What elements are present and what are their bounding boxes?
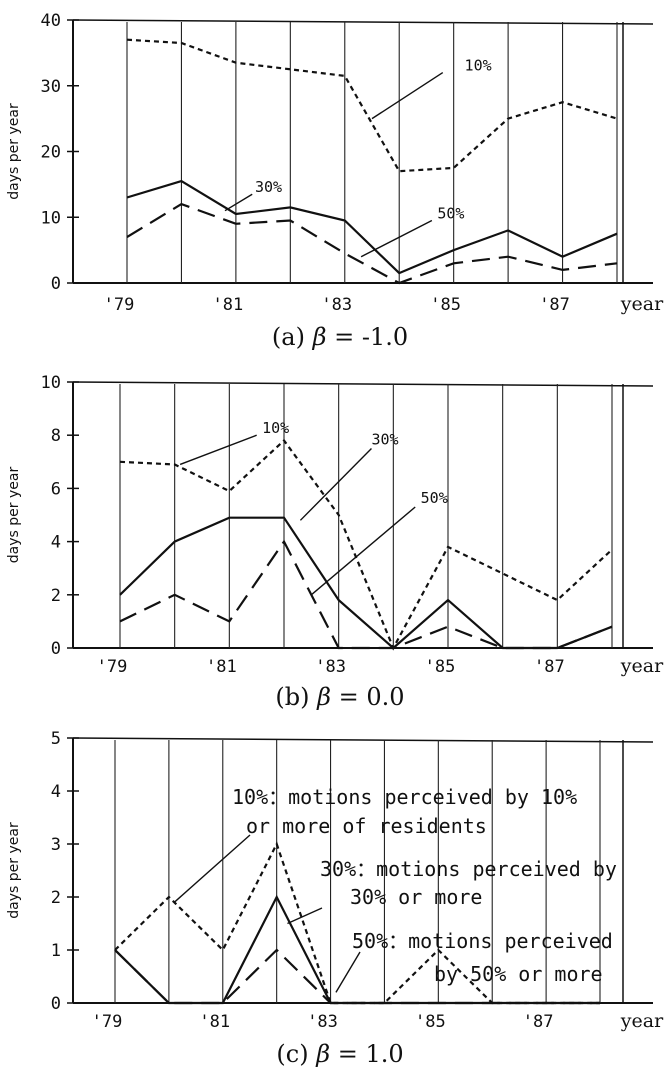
annotation-leader [224,193,253,212]
legend-line: 10%：motions perceived by 10% [232,785,577,809]
y-tick-label: 0 [51,639,61,659]
caption-space [326,323,334,351]
x-tick-label: '87 [539,295,570,315]
caption-beta: β [312,323,327,351]
chart-panel-c: 0 1 2 3 4 5 days per year '79 '81 '83 '85 '87 year (c… [6,729,664,1068]
legend-line: 50%：motions perceived [352,929,613,953]
caption-beta: β [316,683,331,711]
legend-line: by 50% or more [434,962,603,986]
caption-value: = 0.0 [339,683,405,711]
x-tick-label: '79 [97,657,128,677]
y-tick-label: 0 [51,274,61,294]
top-border [72,381,654,387]
y-axis-label: days per year [6,103,22,200]
series-line-50pct [126,202,618,285]
series-line-50pct [114,948,600,1005]
chart-caption: (a) β = -1.0 [272,323,408,351]
x-tick-label: '85 [425,657,456,677]
legend-line: 30%：motions perceived by [320,857,617,881]
caption-value: = -1.0 [334,323,408,351]
x-tick-label: '81 [213,295,244,315]
caption-space [330,1040,338,1068]
legend-line: 30% or more [350,885,482,909]
y-tick-label: 4 [51,533,61,553]
x-tick-label: '85 [430,295,461,315]
caption-prefix: (c) [276,1040,316,1068]
y-axis-label: days per year [6,822,22,919]
y-tick-label: 0 [51,994,61,1014]
series-label: 50% [437,205,464,223]
y-tick-label: 3 [51,835,61,855]
chart-panel-b: 0 2 4 6 8 10 days per year '79 '81 '83 '85 '87 year (… [6,373,664,711]
y-tick-label: 8 [51,426,61,446]
y-tick-label: 10 [41,373,61,393]
series-line-30pct [119,516,613,650]
caption-space [331,683,339,711]
series-line-50pct [119,539,613,650]
top-border [72,19,654,25]
y-tick-label: 2 [51,888,61,908]
y-tick-label: 4 [51,782,61,802]
x-tick-label: '87 [523,1012,554,1032]
y-tick-label: 6 [51,479,61,499]
annotation-leader [287,907,323,925]
annotation-leader [335,951,361,993]
x-tick-label: '85 [415,1012,446,1032]
x-axis-label: year [620,655,664,677]
chart-panel-a: 0 10 20 30 40 days per year '79 '81 '83 '85 '87 yea… [6,11,664,351]
y-tick-label: 1 [51,941,61,961]
annotation-leader [173,834,251,903]
y-tick-label: 5 [51,729,61,749]
x-tick-label: '87 [534,657,565,677]
series-label: 50% [421,489,448,507]
series-line-30pct [126,179,618,275]
x-tick-label: '79 [92,1012,123,1032]
x-axis-label: year [620,1010,664,1032]
y-axis-label: days per year [6,467,22,564]
series-label: 10% [262,419,289,437]
top-border [72,737,654,743]
annotation-leader [179,434,257,466]
series-label: 10% [465,57,492,75]
series-line-10pct [119,438,613,651]
y-tick-label: 40 [41,11,61,31]
y-tick-label: 10 [41,208,61,228]
caption-beta: β [315,1040,330,1068]
series-label: 30% [371,431,398,449]
annotation-leader [310,506,416,596]
y-tick-label: 2 [51,586,61,606]
x-tick-label: '81 [199,1012,230,1032]
series-label: 30% [255,178,282,196]
x-tick-label: '81 [206,657,237,677]
chart-caption: (b) β = 0.0 [275,683,404,711]
annotation-leader [371,72,444,120]
y-tick-label: 20 [41,143,61,163]
x-axis-label: year [620,293,664,315]
annotation-leader [360,219,433,258]
chart-caption: (c) β = 1.0 [276,1040,403,1068]
legend-line: or more of residents [246,814,487,838]
x-tick-label: '83 [315,657,346,677]
caption-prefix: (b) [275,683,317,711]
caption-value: = 1.0 [338,1040,404,1068]
caption-prefix: (a) [272,323,313,351]
x-tick-label: '83 [307,1012,338,1032]
annotation-leader [299,448,372,521]
y-tick-label: 30 [41,77,61,97]
x-tick-label: '79 [104,295,135,315]
x-tick-label: '83 [321,295,352,315]
series-line-10pct [126,38,618,173]
